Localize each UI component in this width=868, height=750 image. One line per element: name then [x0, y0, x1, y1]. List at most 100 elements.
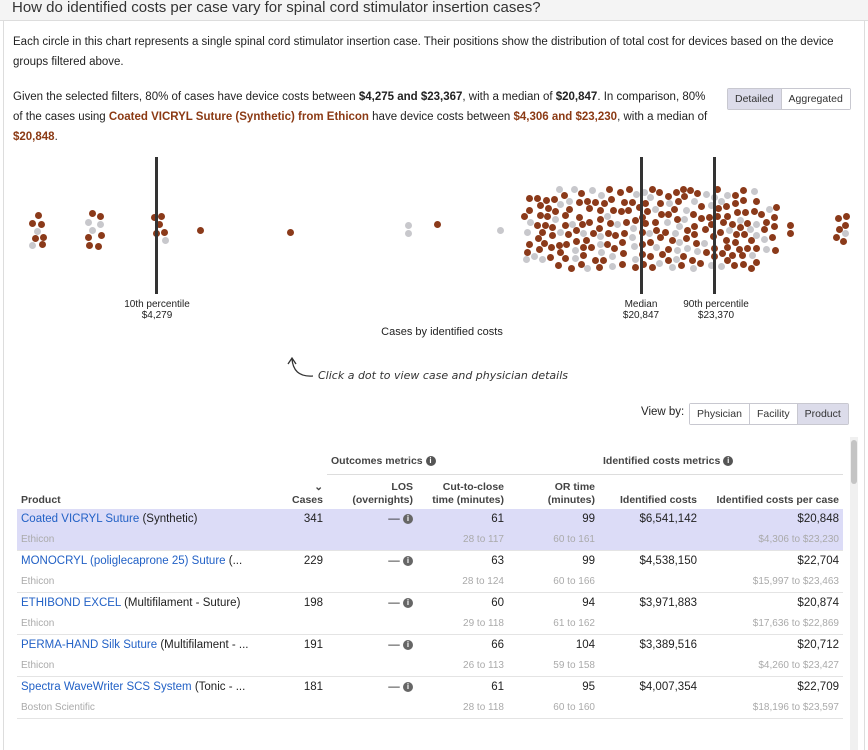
case-dot[interactable]	[717, 197, 725, 205]
case-dot[interactable]	[597, 206, 605, 214]
case-dot[interactable]	[557, 200, 565, 208]
case-dot[interactable]	[683, 206, 691, 214]
case-dot[interactable]	[575, 213, 583, 221]
case-dot[interactable]	[571, 246, 579, 254]
case-dot[interactable]	[736, 216, 744, 224]
case-dot[interactable]	[771, 247, 779, 254]
case-dot[interactable]	[708, 202, 716, 209]
case-dot[interactable]	[729, 220, 737, 228]
scrollbar-thumb[interactable]	[851, 440, 857, 484]
case-dot[interactable]	[732, 231, 740, 239]
case-dot[interactable]	[625, 206, 633, 214]
case-dot[interactable]	[715, 204, 723, 212]
case-dot[interactable]	[84, 219, 92, 227]
case-dot[interactable]	[765, 205, 773, 213]
case-dot[interactable]	[676, 239, 684, 247]
case-dot[interactable]	[691, 223, 698, 231]
case-dot[interactable]	[697, 260, 705, 268]
case-dot[interactable]	[731, 239, 739, 247]
case-dot[interactable]	[640, 188, 648, 196]
case-dot[interactable]	[630, 243, 638, 251]
case-dot[interactable]	[566, 198, 574, 206]
case-dot[interactable]	[681, 215, 689, 223]
case-dot[interactable]	[577, 260, 585, 268]
case-dot[interactable]	[743, 219, 751, 227]
case-dot[interactable]	[656, 234, 664, 242]
case-dot[interactable]	[567, 264, 575, 272]
case-dot[interactable]	[565, 230, 573, 238]
info-icon[interactable]: i	[425, 456, 436, 467]
physician-button[interactable]: Physician	[690, 404, 750, 424]
case-dot[interactable]	[750, 207, 758, 215]
case-dot[interactable]	[734, 208, 742, 216]
case-dot[interactable]	[760, 236, 768, 244]
case-dot[interactable]	[760, 226, 768, 234]
case-dot[interactable]	[534, 221, 542, 229]
case-dot[interactable]	[665, 256, 673, 264]
case-dot[interactable]	[669, 264, 677, 272]
case-dot[interactable]	[630, 225, 638, 233]
case-dot[interactable]	[786, 229, 794, 237]
case-dot[interactable]	[752, 220, 760, 228]
case-dot[interactable]	[690, 231, 698, 239]
table-row[interactable]: Coated VICRYL Suture (Synthetic) 341 — i…	[17, 508, 843, 530]
case-dot[interactable]	[742, 208, 750, 216]
case-dot[interactable]	[640, 261, 648, 269]
case-dot[interactable]	[763, 218, 771, 226]
case-dot[interactable]	[737, 224, 745, 232]
case-dot[interactable]	[663, 218, 671, 226]
case-dot[interactable]	[839, 237, 847, 245]
case-dot[interactable]	[644, 207, 652, 215]
table-row[interactable]: ETHIBOND EXCEL (Multifilament - Suture) …	[17, 593, 843, 614]
case-dot[interactable]	[573, 227, 581, 235]
case-dot[interactable]	[747, 226, 754, 234]
case-dot[interactable]	[580, 229, 588, 237]
case-dot[interactable]	[617, 188, 625, 196]
case-dot[interactable]	[526, 206, 534, 214]
case-dot[interactable]	[621, 230, 629, 238]
case-dot[interactable]	[526, 218, 534, 226]
case-dot[interactable]	[584, 264, 592, 272]
case-dot[interactable]	[534, 195, 542, 203]
case-dot[interactable]	[620, 199, 628, 206]
case-dot[interactable]	[732, 192, 740, 200]
info-icon[interactable]: i	[403, 598, 413, 609]
case-dot[interactable]	[150, 214, 158, 222]
case-dot[interactable]	[665, 200, 673, 208]
case-dot[interactable]	[596, 240, 604, 248]
case-dot[interactable]	[596, 216, 604, 224]
case-dot[interactable]	[693, 247, 701, 255]
case-dot[interactable]	[604, 230, 612, 238]
scrollbar[interactable]	[850, 437, 858, 750]
case-dot[interactable]	[670, 205, 678, 213]
case-dot[interactable]	[701, 239, 709, 247]
case-dot[interactable]	[554, 261, 562, 269]
case-dot[interactable]	[771, 222, 779, 230]
case-dot[interactable]	[543, 196, 551, 204]
case-dot[interactable]	[85, 233, 93, 241]
case-dot[interactable]	[606, 186, 614, 194]
case-dot[interactable]	[88, 210, 96, 218]
case-dot[interactable]	[40, 233, 48, 241]
case-dot[interactable]	[674, 197, 682, 205]
info-icon[interactable]: i	[403, 682, 413, 693]
case-dot[interactable]	[520, 212, 528, 220]
case-dot[interactable]	[648, 186, 656, 194]
case-dot[interactable]	[37, 220, 45, 228]
case-dot[interactable]	[619, 250, 627, 258]
case-dot[interactable]	[657, 200, 665, 208]
aggregated-button[interactable]: Aggregated	[781, 89, 850, 109]
case-dot[interactable]	[724, 191, 732, 199]
case-dot[interactable]	[673, 215, 681, 223]
case-dot[interactable]	[597, 249, 605, 257]
case-dot[interactable]	[747, 237, 755, 245]
case-dot[interactable]	[34, 227, 42, 235]
case-dot[interactable]	[586, 218, 594, 226]
case-dot[interactable]	[642, 220, 650, 228]
case-dot[interactable]	[628, 198, 636, 206]
case-dot[interactable]	[771, 213, 779, 221]
case-dot[interactable]	[561, 212, 569, 220]
col-product[interactable]: Product	[21, 493, 61, 506]
case-dot[interactable]	[689, 257, 697, 265]
case-dot[interactable]	[653, 226, 661, 234]
